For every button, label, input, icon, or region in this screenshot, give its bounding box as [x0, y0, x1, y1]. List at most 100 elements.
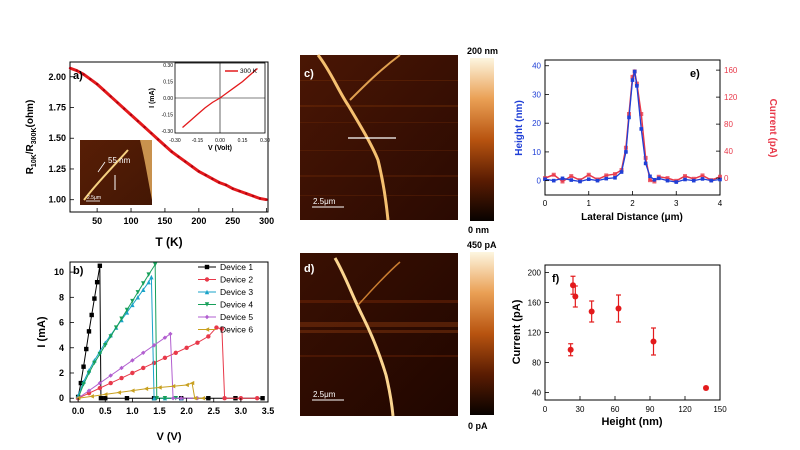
- panel-b-frame: [69, 261, 269, 403]
- b-legend-label: Device 3: [220, 287, 253, 297]
- iv-inset-ticks: -0.30 -0.15 0.00 0.15 0.30 0.30 0.15 0.00 -0.15 -…: [162, 63, 270, 144]
- b-legend-label: Device 2: [220, 275, 253, 285]
- f-point: [703, 385, 709, 391]
- panel-d-cbar-bottom: 0 pA: [468, 421, 488, 431]
- b-point: [141, 281, 146, 286]
- panel-f: 0 30 60 90 120 150 40 80 120 160 200 f) Height (nm…: [511, 264, 727, 428]
- a-point: [184, 160, 187, 163]
- panel-c-cbar-top: 200 nm: [467, 46, 498, 56]
- b-point: [162, 396, 168, 401]
- panel-d-wire-1: [333, 257, 395, 417]
- panel-c-scanlines: [300, 80, 458, 196]
- e-xtick-label: 4: [718, 199, 723, 208]
- e-current-point: [648, 178, 652, 183]
- b-point: [204, 277, 210, 282]
- b-line: [78, 382, 203, 399]
- afm-inset-arrow: [97, 161, 106, 173]
- ainset-xtick-label: 0.30: [260, 138, 270, 144]
- e-height-point: [595, 178, 600, 183]
- b-point: [86, 388, 92, 393]
- e-current-point: [630, 74, 635, 79]
- b-point: [206, 334, 211, 339]
- ainset-xtick-label: 0.00: [215, 138, 225, 144]
- e-yrtick-label: 120: [724, 93, 738, 102]
- b-point: [94, 279, 100, 285]
- e-yltick-label: 30: [532, 90, 541, 99]
- f-xtick-label: 0: [543, 405, 548, 414]
- e-height-point: [604, 176, 609, 181]
- e-current-point: [586, 172, 591, 177]
- panel-d: 2.5μm d) 450 pA 0 pA: [300, 240, 497, 431]
- a-point: [170, 150, 173, 153]
- a-point: [102, 89, 106, 92]
- e-height-point: [578, 179, 582, 184]
- b-point: [130, 298, 135, 304]
- b-line: [77, 262, 176, 399]
- e-yltick-label: 10: [532, 148, 541, 157]
- b-point: [98, 396, 104, 401]
- afm-inset-wire: [83, 149, 129, 201]
- panel-b-yticks: 0 2 4 6 8 10: [54, 267, 74, 403]
- b-point: [179, 396, 184, 401]
- e-height-point: [683, 177, 687, 182]
- panel-a-series: [68, 66, 268, 202]
- b-point: [108, 334, 113, 339]
- b-point: [119, 365, 124, 371]
- panel-c-cbar-bottom: 0 nm: [468, 225, 489, 235]
- e-current-point: [700, 173, 705, 178]
- f-point: [650, 338, 657, 345]
- b-xtick-label: 1.0: [126, 406, 139, 416]
- e-current-point: [560, 179, 565, 184]
- b-point: [124, 310, 130, 315]
- a-point: [129, 113, 133, 117]
- panel-c-colorbar: [470, 58, 494, 221]
- a-point: [89, 78, 92, 81]
- b-point: [146, 272, 151, 277]
- b-legend-label: Device 5: [220, 312, 253, 322]
- b-point: [130, 358, 135, 363]
- b-point: [204, 314, 210, 320]
- ainset-ytick-label: 0.15: [163, 80, 173, 86]
- a-point: [258, 197, 262, 200]
- a-point: [265, 198, 268, 201]
- b-xtick-label: 3.5: [262, 406, 275, 416]
- panel-b-xticks: 0.0 0.5 1.0 1.5 2.0 2.5 3.0 3.5: [72, 398, 274, 416]
- a-point: [68, 66, 72, 70]
- ainset-xtick-label: -0.15: [192, 138, 204, 144]
- a-line: [69, 66, 267, 202]
- f-xtick-label: 150: [713, 405, 727, 414]
- f-ytick-label: 80: [532, 359, 541, 368]
- panel-c-label: c): [304, 68, 314, 80]
- b-point: [154, 396, 159, 401]
- b-point: [189, 380, 195, 386]
- panel-a-xticks: 50 100 150 200 250 300: [92, 208, 274, 226]
- panel-e-ylabel-right: Current (pA): [767, 99, 778, 158]
- b-xtick-label: 3.0: [235, 406, 248, 416]
- b-point: [141, 350, 146, 356]
- e-height-point: [656, 176, 661, 181]
- a-ytick-label: 1.25: [48, 164, 66, 174]
- e-height-point: [709, 178, 714, 183]
- e-height-point: [627, 115, 631, 120]
- b-point: [97, 380, 103, 386]
- a-point: [143, 125, 146, 129]
- panel-f-label: f): [552, 273, 560, 285]
- a-xtick-label: 100: [124, 216, 139, 226]
- b-xtick-label: 0.5: [99, 406, 112, 416]
- e-height-point: [700, 177, 705, 181]
- e-height-point: [632, 69, 637, 74]
- e-height-point: [674, 180, 679, 184]
- e-height-point: [652, 177, 657, 182]
- a-ytick-label: 1.00: [48, 195, 66, 205]
- panel-b-series: [75, 262, 265, 401]
- f-point: [572, 293, 579, 300]
- b-point: [130, 302, 135, 308]
- a-point: [116, 101, 119, 104]
- b-point: [124, 307, 130, 313]
- a-point: [177, 155, 180, 158]
- e-height-point: [718, 177, 722, 182]
- a-point: [150, 132, 153, 135]
- b-line: [77, 327, 258, 399]
- f-ytick-label: 200: [528, 269, 542, 278]
